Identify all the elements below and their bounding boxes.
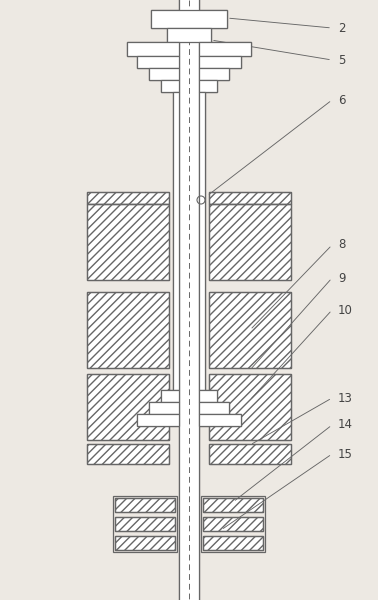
Bar bbox=[87, 444, 169, 464]
Bar bbox=[199, 56, 241, 68]
Bar bbox=[209, 374, 291, 440]
Bar bbox=[87, 374, 169, 440]
Bar bbox=[199, 414, 241, 426]
Bar bbox=[87, 374, 169, 440]
Bar bbox=[115, 498, 175, 512]
Bar bbox=[149, 402, 179, 414]
Bar bbox=[203, 498, 263, 512]
Bar bbox=[203, 536, 263, 550]
Bar bbox=[199, 414, 241, 426]
Bar bbox=[87, 444, 169, 464]
Bar bbox=[115, 498, 175, 512]
Bar bbox=[87, 292, 169, 368]
Bar bbox=[209, 192, 291, 204]
Text: 8: 8 bbox=[338, 238, 345, 251]
Bar bbox=[209, 204, 291, 280]
Bar bbox=[209, 444, 291, 464]
Bar bbox=[151, 10, 227, 28]
Bar bbox=[199, 92, 205, 390]
Bar bbox=[87, 292, 169, 368]
Bar bbox=[137, 414, 179, 426]
Bar bbox=[203, 498, 263, 512]
Bar bbox=[199, 68, 229, 80]
Bar bbox=[199, 80, 217, 92]
Bar bbox=[161, 390, 179, 402]
Bar bbox=[209, 292, 291, 368]
Bar bbox=[209, 444, 291, 464]
Bar bbox=[199, 390, 217, 402]
Text: 15: 15 bbox=[338, 448, 353, 461]
Bar bbox=[149, 68, 179, 80]
Bar bbox=[167, 28, 211, 42]
Bar bbox=[87, 192, 169, 204]
Bar bbox=[203, 517, 263, 531]
Bar bbox=[137, 414, 179, 426]
Bar bbox=[161, 80, 179, 92]
Bar bbox=[199, 42, 251, 56]
Bar bbox=[127, 42, 179, 56]
Bar bbox=[209, 292, 291, 368]
Bar bbox=[149, 402, 179, 414]
Bar bbox=[199, 68, 229, 80]
Bar bbox=[137, 56, 179, 68]
Text: 9: 9 bbox=[338, 271, 345, 284]
Bar bbox=[199, 390, 217, 402]
Bar bbox=[203, 517, 263, 531]
Bar bbox=[115, 517, 175, 531]
Bar bbox=[173, 92, 179, 390]
Bar bbox=[161, 80, 179, 92]
Text: 6: 6 bbox=[338, 94, 345, 107]
Bar bbox=[179, 0, 199, 600]
Bar bbox=[115, 536, 175, 550]
Bar bbox=[167, 28, 211, 42]
Bar bbox=[137, 56, 179, 68]
Bar bbox=[199, 402, 229, 414]
Text: 10: 10 bbox=[338, 304, 353, 317]
Bar bbox=[115, 517, 175, 531]
Bar bbox=[209, 192, 291, 204]
Bar bbox=[127, 42, 179, 56]
Bar bbox=[199, 402, 229, 414]
Bar bbox=[87, 204, 169, 280]
Text: 13: 13 bbox=[338, 391, 353, 404]
Bar bbox=[87, 192, 169, 204]
Bar bbox=[179, 0, 199, 600]
Bar bbox=[209, 204, 291, 280]
Bar bbox=[209, 374, 291, 440]
Bar bbox=[199, 56, 241, 68]
Text: 2: 2 bbox=[338, 22, 345, 34]
Bar bbox=[151, 10, 227, 28]
Bar bbox=[115, 536, 175, 550]
Bar bbox=[113, 496, 177, 552]
Bar bbox=[87, 204, 169, 280]
Bar bbox=[173, 92, 179, 390]
Text: 14: 14 bbox=[338, 419, 353, 431]
Bar bbox=[199, 92, 205, 390]
Bar bbox=[161, 390, 179, 402]
Text: 5: 5 bbox=[338, 53, 345, 67]
Bar bbox=[199, 42, 251, 56]
Bar bbox=[199, 80, 217, 92]
Bar bbox=[203, 536, 263, 550]
Bar bbox=[201, 496, 265, 552]
Bar bbox=[149, 68, 179, 80]
